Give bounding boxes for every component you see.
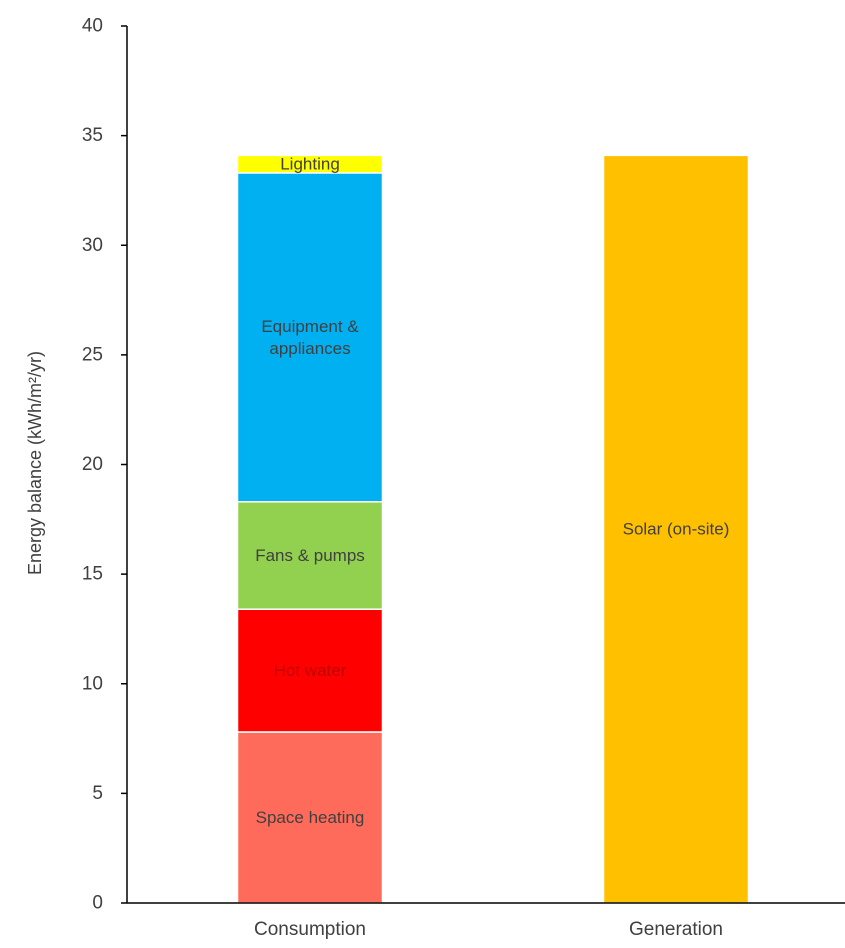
y-axis-title: Energy balance (kWh/m²/yr) <box>25 351 45 575</box>
y-tick-label: 15 <box>82 564 103 585</box>
y-tick-label: 20 <box>82 454 103 475</box>
y-tick-label: 25 <box>82 344 103 365</box>
y-tick-label: 5 <box>92 783 103 804</box>
segment-label-lighting: Lighting <box>280 155 340 174</box>
bar-segment-lighting <box>236 154 384 174</box>
y-tick-label: 0 <box>92 893 103 914</box>
y-tick-label: 10 <box>82 673 103 694</box>
segment-label-equipment-appliances-line-1: Equipment & <box>261 317 359 336</box>
y-tick-label: 30 <box>82 235 103 256</box>
bars-layer <box>236 154 750 904</box>
y-tick-label: 35 <box>82 125 103 146</box>
bar-segment-hot-water <box>236 608 384 733</box>
bar-segment-equipment-appliances <box>236 172 384 503</box>
x-tick-label-consumption: Consumption <box>254 919 366 940</box>
bar-segment-space-heating <box>236 731 384 904</box>
segment-label-solar-on-site: Solar (on-site) <box>623 520 730 539</box>
x-tick-label-generation: Generation <box>629 919 723 940</box>
segment-label-fans-pumps: Fans & pumps <box>255 546 365 565</box>
y-tick-label: 40 <box>82 16 103 37</box>
segment-label-hot-water: Hot water <box>274 661 347 680</box>
segment-label-equipment-appliances-line-2: appliances <box>269 339 350 358</box>
segment-label-space-heating: Space heating <box>256 808 365 827</box>
axes-layer: Consumption Generation 0 5 10 15 20 25 30 35 40 <box>82 16 845 940</box>
segment-labels-layer: Space heating Hot water Fans & pumps Equipm… <box>255 155 729 827</box>
